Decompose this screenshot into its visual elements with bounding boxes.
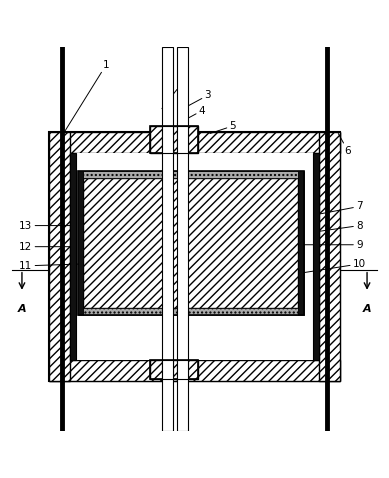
Bar bbox=[151, 360, 198, 379]
Bar bbox=[83, 308, 298, 315]
Bar bbox=[77, 171, 83, 315]
Bar bbox=[177, 360, 187, 379]
Bar bbox=[83, 171, 298, 178]
Bar bbox=[70, 153, 76, 360]
Bar bbox=[70, 315, 319, 360]
Bar bbox=[177, 47, 187, 431]
Bar bbox=[49, 131, 340, 381]
Text: 5: 5 bbox=[210, 121, 236, 133]
Text: A: A bbox=[363, 304, 371, 314]
Bar bbox=[313, 153, 319, 360]
Bar bbox=[177, 126, 187, 153]
Text: 8: 8 bbox=[319, 220, 363, 231]
Bar bbox=[151, 360, 198, 379]
Bar bbox=[70, 153, 77, 360]
Text: 11: 11 bbox=[19, 261, 83, 271]
Bar bbox=[70, 153, 76, 360]
Bar bbox=[83, 178, 298, 308]
Bar bbox=[49, 131, 70, 381]
Bar bbox=[77, 171, 304, 315]
Bar bbox=[151, 126, 198, 153]
Text: 4: 4 bbox=[177, 106, 205, 124]
Bar bbox=[313, 153, 319, 360]
Text: 2: 2 bbox=[162, 77, 186, 109]
Bar bbox=[151, 126, 198, 153]
Bar bbox=[70, 153, 319, 171]
Text: 1: 1 bbox=[62, 60, 110, 135]
Text: 10: 10 bbox=[298, 259, 366, 273]
Bar bbox=[319, 131, 340, 381]
Bar bbox=[162, 360, 173, 379]
Text: 9: 9 bbox=[298, 240, 363, 250]
Bar bbox=[298, 171, 304, 315]
Text: 12: 12 bbox=[19, 242, 70, 252]
Bar bbox=[162, 47, 173, 431]
Bar bbox=[49, 360, 340, 381]
Text: 7: 7 bbox=[319, 201, 363, 214]
Text: 3: 3 bbox=[183, 90, 211, 109]
Text: 13: 13 bbox=[19, 220, 70, 230]
Text: A: A bbox=[18, 304, 26, 314]
Bar bbox=[162, 126, 173, 153]
Bar bbox=[49, 131, 340, 153]
Bar bbox=[304, 153, 319, 360]
Text: 6: 6 bbox=[338, 133, 351, 156]
